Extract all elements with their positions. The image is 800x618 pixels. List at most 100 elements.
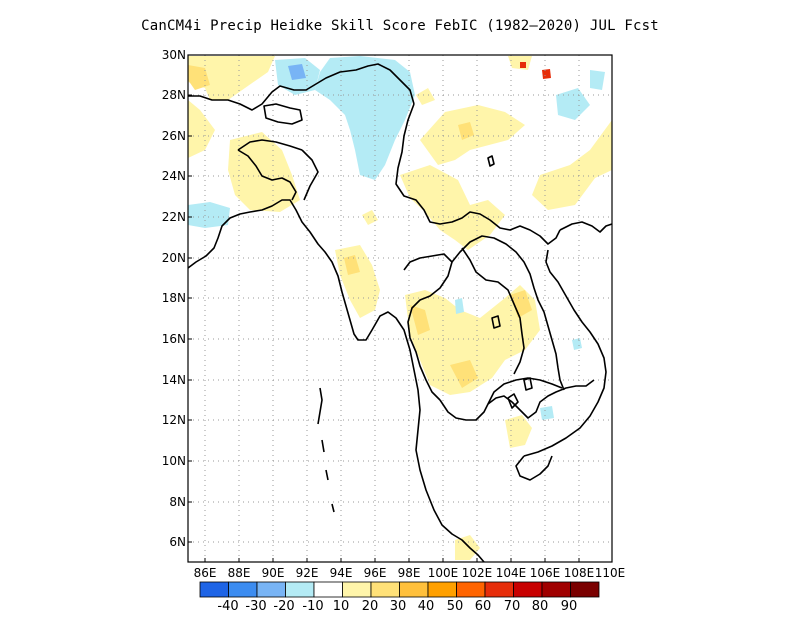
- colorbar-swatch: [484, 581, 514, 598]
- skill-patch: [455, 298, 464, 314]
- lon-label-108e: 108E: [563, 566, 595, 580]
- colorbar-label: -20: [273, 599, 295, 614]
- border-himalaya: [188, 63, 415, 111]
- skill-patch: [505, 415, 532, 448]
- colorbar-swatch: [399, 581, 429, 598]
- colorbar-swatch: [541, 581, 571, 598]
- colorbar-label: 80: [531, 599, 549, 614]
- border-cambodia: [487, 377, 563, 405]
- colorbar-label: -40: [217, 599, 239, 614]
- coastline-mekong: [515, 455, 553, 481]
- coastline-vietnam: [523, 221, 613, 457]
- lon-label-98e: 98E: [397, 566, 421, 580]
- colorbar-label: 90: [560, 599, 578, 614]
- colorbar-swatch: [570, 581, 600, 598]
- colorbar-swatch: [456, 581, 486, 598]
- colorbar-label: 10: [332, 599, 350, 614]
- skill-patch: [572, 338, 582, 350]
- colorbar-swatch: [285, 581, 315, 598]
- andaman-islands: [317, 387, 335, 513]
- border-laos-thailand: [461, 247, 525, 375]
- small-island: [523, 377, 533, 391]
- colorbar-swatch: [427, 581, 457, 598]
- skill-patch: [410, 305, 430, 335]
- lat-label-12n: 12N: [161, 413, 186, 427]
- colorbar-label: -10: [302, 599, 324, 614]
- lon-label-100e: 100E: [427, 566, 459, 580]
- tonle-sap: [507, 393, 519, 409]
- skill-patch: [400, 165, 505, 250]
- graticule: [188, 55, 612, 562]
- skill-patch: [405, 285, 540, 395]
- lon-label-110e: 110E: [594, 566, 626, 580]
- skill-patch: [458, 122, 474, 140]
- colorbar: [199, 581, 600, 598]
- colorbar-swatch: [342, 581, 372, 598]
- lat-label-22n: 22N: [161, 210, 186, 224]
- skill-patch: [542, 69, 551, 79]
- colorbar-swatch: [199, 581, 229, 598]
- colorbar-swatch: [370, 581, 400, 598]
- skill-patch: [288, 64, 306, 80]
- skill-patch: [556, 88, 590, 120]
- lat-label-10n: 10N: [161, 454, 186, 468]
- skill-patch: [532, 120, 612, 210]
- colorbar-swatch: [228, 581, 258, 598]
- skill-patch: [188, 202, 230, 228]
- skill-patch: [188, 100, 215, 158]
- colorbar-label: 20: [361, 599, 379, 614]
- colorbar-label: 30: [389, 599, 407, 614]
- skill-patch: [188, 56, 275, 100]
- lon-label-106e: 106E: [529, 566, 561, 580]
- skill-patch: [315, 56, 415, 180]
- skill-patch: [520, 62, 526, 68]
- border-india-myanmar: [301, 149, 319, 201]
- lat-label-18n: 18N: [161, 291, 186, 305]
- lon-label-104e: 104E: [495, 566, 527, 580]
- colorbar-swatch: [256, 581, 286, 598]
- skill-patch: [188, 65, 210, 90]
- tick-marks: [188, 54, 613, 562]
- lon-label-92e: 92E: [295, 566, 319, 580]
- coastlines-borders: [187, 63, 613, 563]
- small-island: [491, 315, 501, 329]
- border-myanmar-thailand: [403, 253, 453, 401]
- colorbar-label: 70: [503, 599, 521, 614]
- skill-patch: [228, 132, 300, 212]
- skill-patch: [540, 406, 554, 420]
- lat-label-28n: 28N: [161, 88, 186, 102]
- colorbar-label: 50: [446, 599, 464, 614]
- colorbar-swatch: [513, 581, 543, 598]
- skill-shading: [188, 56, 612, 560]
- map-title: CanCM4i Precip Heidke Skill Score FebIC …: [141, 18, 659, 34]
- skill-patch: [362, 210, 378, 225]
- lat-label-24n: 24N: [161, 169, 186, 183]
- skill-patch: [510, 290, 532, 318]
- colorbar-swatch: [313, 581, 343, 598]
- border-china-myanmar: [395, 103, 561, 245]
- lat-label-26n: 26N: [161, 129, 186, 143]
- lat-label-8n: 8N: [169, 495, 186, 509]
- border-bhutan: [263, 103, 303, 125]
- lon-label-96e: 96E: [363, 566, 387, 580]
- skill-patch: [416, 88, 435, 105]
- lon-label-86e: 86E: [193, 566, 217, 580]
- lon-label-94e: 94E: [329, 566, 353, 580]
- border-bangladesh-north: [237, 139, 303, 151]
- skill-patch: [344, 255, 360, 275]
- lon-label-90e: 90E: [261, 566, 285, 580]
- skill-patch: [590, 70, 605, 90]
- border-bangladesh: [237, 149, 297, 201]
- skill-patch: [335, 245, 380, 318]
- lon-label-88e: 88E: [227, 566, 251, 580]
- lat-label-20n: 20N: [161, 251, 186, 265]
- small-island: [487, 155, 495, 167]
- border-laos: [451, 235, 565, 391]
- coastline-gulf-of-thailand: [439, 379, 595, 421]
- colorbar-label: 60: [474, 599, 492, 614]
- lat-label-14n: 14N: [161, 373, 186, 387]
- colorbar-label: 40: [417, 599, 435, 614]
- colorbar-label: -30: [245, 599, 267, 614]
- map-frame: [187, 54, 613, 563]
